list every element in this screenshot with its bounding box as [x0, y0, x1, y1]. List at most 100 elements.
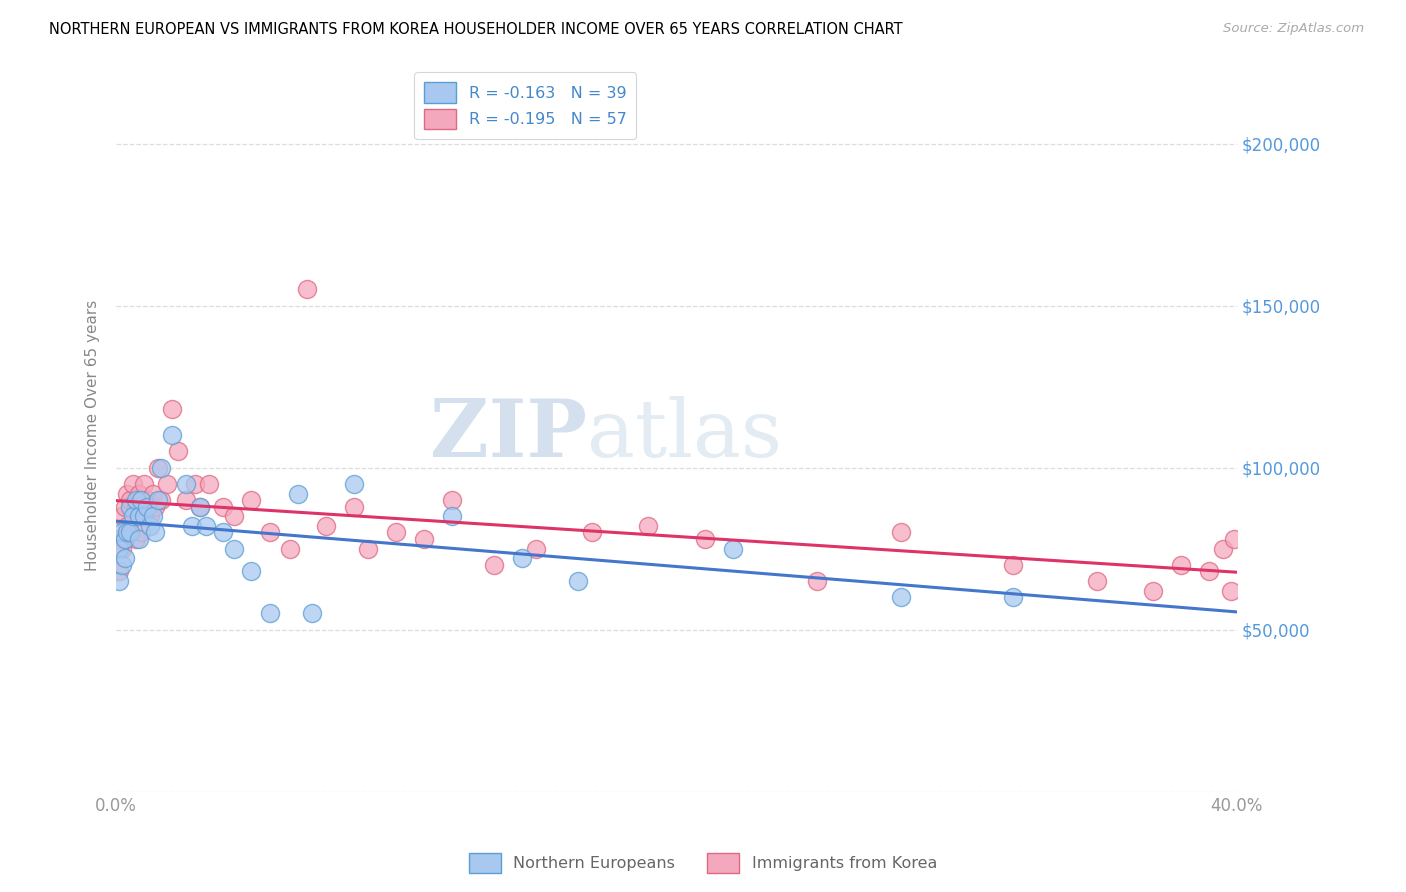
Point	[693, 532, 716, 546]
Point	[122, 509, 145, 524]
Point	[150, 493, 173, 508]
Point	[188, 500, 211, 514]
Point	[1085, 574, 1108, 588]
Point	[890, 591, 912, 605]
Point	[114, 551, 136, 566]
Point	[150, 460, 173, 475]
Point	[385, 525, 408, 540]
Point	[1001, 558, 1024, 572]
Point	[295, 282, 318, 296]
Point	[211, 500, 233, 514]
Point	[259, 607, 281, 621]
Point	[581, 525, 603, 540]
Point	[806, 574, 828, 588]
Point	[128, 486, 150, 500]
Point	[721, 541, 744, 556]
Point	[637, 519, 659, 533]
Point	[890, 525, 912, 540]
Point	[278, 541, 301, 556]
Point	[111, 541, 134, 556]
Point	[239, 493, 262, 508]
Point	[111, 509, 134, 524]
Point	[145, 500, 167, 514]
Point	[114, 532, 136, 546]
Point	[526, 541, 548, 556]
Y-axis label: Householder Income Over 65 years: Householder Income Over 65 years	[86, 300, 100, 571]
Text: NORTHERN EUROPEAN VS IMMIGRANTS FROM KOREA HOUSEHOLDER INCOME OVER 65 YEARS CORR: NORTHERN EUROPEAN VS IMMIGRANTS FROM KOR…	[49, 22, 903, 37]
Point	[131, 493, 153, 508]
Point	[111, 525, 134, 540]
Point	[343, 500, 366, 514]
Point	[134, 476, 156, 491]
Point	[117, 486, 139, 500]
Point	[167, 444, 190, 458]
Point	[222, 509, 245, 524]
Point	[117, 525, 139, 540]
Point	[136, 500, 159, 514]
Point	[131, 525, 153, 540]
Point	[239, 565, 262, 579]
Point	[343, 476, 366, 491]
Point	[211, 525, 233, 540]
Point	[125, 532, 148, 546]
Point	[114, 500, 136, 514]
Point	[441, 509, 464, 524]
Point	[128, 532, 150, 546]
Point	[108, 565, 131, 579]
Point	[259, 525, 281, 540]
Point	[117, 519, 139, 533]
Legend: Northern Europeans, Immigrants from Korea: Northern Europeans, Immigrants from Kore…	[463, 847, 943, 880]
Point	[108, 541, 131, 556]
Point	[1142, 583, 1164, 598]
Point	[120, 525, 142, 540]
Point	[1212, 541, 1234, 556]
Point	[136, 493, 159, 508]
Point	[125, 493, 148, 508]
Point	[128, 509, 150, 524]
Point	[114, 532, 136, 546]
Legend: R = -0.163   N = 39, R = -0.195   N = 57: R = -0.163 N = 39, R = -0.195 N = 57	[415, 72, 636, 139]
Point	[120, 500, 142, 514]
Point	[315, 519, 337, 533]
Point	[139, 509, 162, 524]
Point	[183, 476, 205, 491]
Point	[357, 541, 380, 556]
Point	[1170, 558, 1192, 572]
Point	[122, 476, 145, 491]
Point	[176, 493, 198, 508]
Point	[111, 558, 134, 572]
Point	[287, 486, 309, 500]
Point	[222, 541, 245, 556]
Point	[197, 476, 219, 491]
Point	[162, 428, 184, 442]
Point	[125, 500, 148, 514]
Point	[1001, 591, 1024, 605]
Text: atlas: atlas	[586, 396, 782, 475]
Point	[180, 519, 202, 533]
Point	[1223, 532, 1246, 546]
Point	[441, 493, 464, 508]
Point	[194, 519, 217, 533]
Point	[188, 500, 211, 514]
Point	[148, 460, 170, 475]
Point	[134, 509, 156, 524]
Point	[512, 551, 534, 566]
Text: Source: ZipAtlas.com: Source: ZipAtlas.com	[1223, 22, 1364, 36]
Point	[120, 525, 142, 540]
Point	[108, 574, 131, 588]
Point	[145, 525, 167, 540]
Point	[142, 509, 165, 524]
Point	[176, 476, 198, 491]
Point	[484, 558, 506, 572]
Point	[567, 574, 589, 588]
Point	[108, 532, 131, 546]
Point	[1220, 583, 1243, 598]
Point	[139, 519, 162, 533]
Text: ZIP: ZIP	[430, 396, 586, 475]
Point	[120, 493, 142, 508]
Point	[1198, 565, 1220, 579]
Point	[301, 607, 323, 621]
Point	[131, 500, 153, 514]
Point	[413, 532, 436, 546]
Point	[156, 476, 179, 491]
